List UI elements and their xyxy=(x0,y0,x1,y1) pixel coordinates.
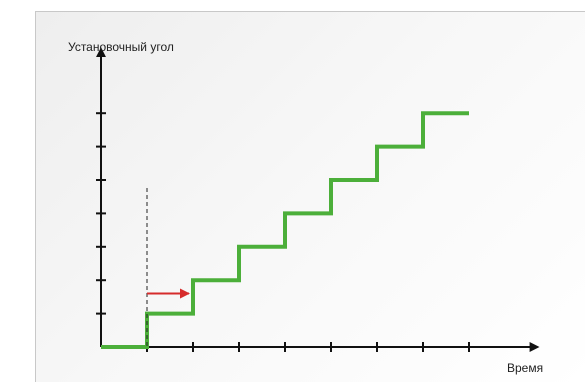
y-axis-label: Установочный угол xyxy=(68,40,174,54)
chart-frame xyxy=(35,11,585,382)
step-series-line xyxy=(101,111,469,349)
x-axis-label: Время xyxy=(507,361,543,375)
